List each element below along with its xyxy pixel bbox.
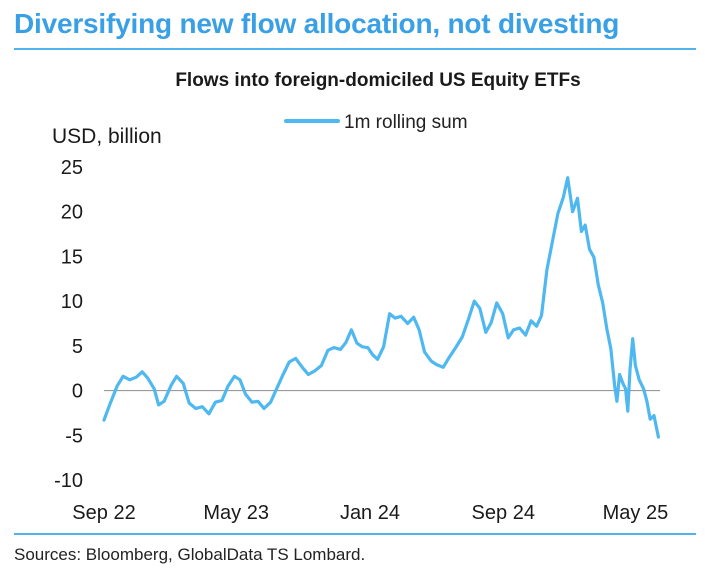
y-axis-label: USD, billion bbox=[52, 125, 162, 148]
x-tick-label: May 23 bbox=[203, 502, 269, 524]
y-tick-label: 5 bbox=[72, 336, 83, 358]
y-tick-label: 10 bbox=[61, 291, 83, 313]
y-tick-labels: 25 20 15 10 5 0 -5 -10 bbox=[54, 157, 83, 492]
y-tick-label: -5 bbox=[65, 425, 83, 447]
y-tick-label: 15 bbox=[61, 246, 83, 268]
bottom-divider bbox=[14, 533, 696, 535]
y-tick-label: 20 bbox=[61, 202, 83, 224]
legend-label: 1m rolling sum bbox=[344, 112, 468, 133]
x-tick-label: Sep 24 bbox=[472, 502, 535, 524]
sources-note: Sources: Bloomberg, GlobalData TS Lombar… bbox=[14, 545, 366, 564]
top-divider bbox=[14, 48, 696, 50]
chart-title: Flows into foreign-domiciled US Equity E… bbox=[175, 70, 580, 91]
x-tick-label: Sep 22 bbox=[72, 502, 135, 524]
x-tick-labels: Sep 22 May 23 Jan 24 Sep 24 May 25 bbox=[72, 502, 668, 524]
y-tick-label: 25 bbox=[61, 157, 83, 179]
x-tick-label: Jan 24 bbox=[340, 502, 400, 524]
headline: Diversifying new flow allocation, not di… bbox=[14, 8, 620, 39]
y-tick-label: 0 bbox=[72, 381, 83, 403]
x-tick-label: May 25 bbox=[603, 502, 669, 524]
series-line-1m-rolling-sum bbox=[102, 176, 661, 439]
y-tick-label: -10 bbox=[54, 470, 83, 492]
